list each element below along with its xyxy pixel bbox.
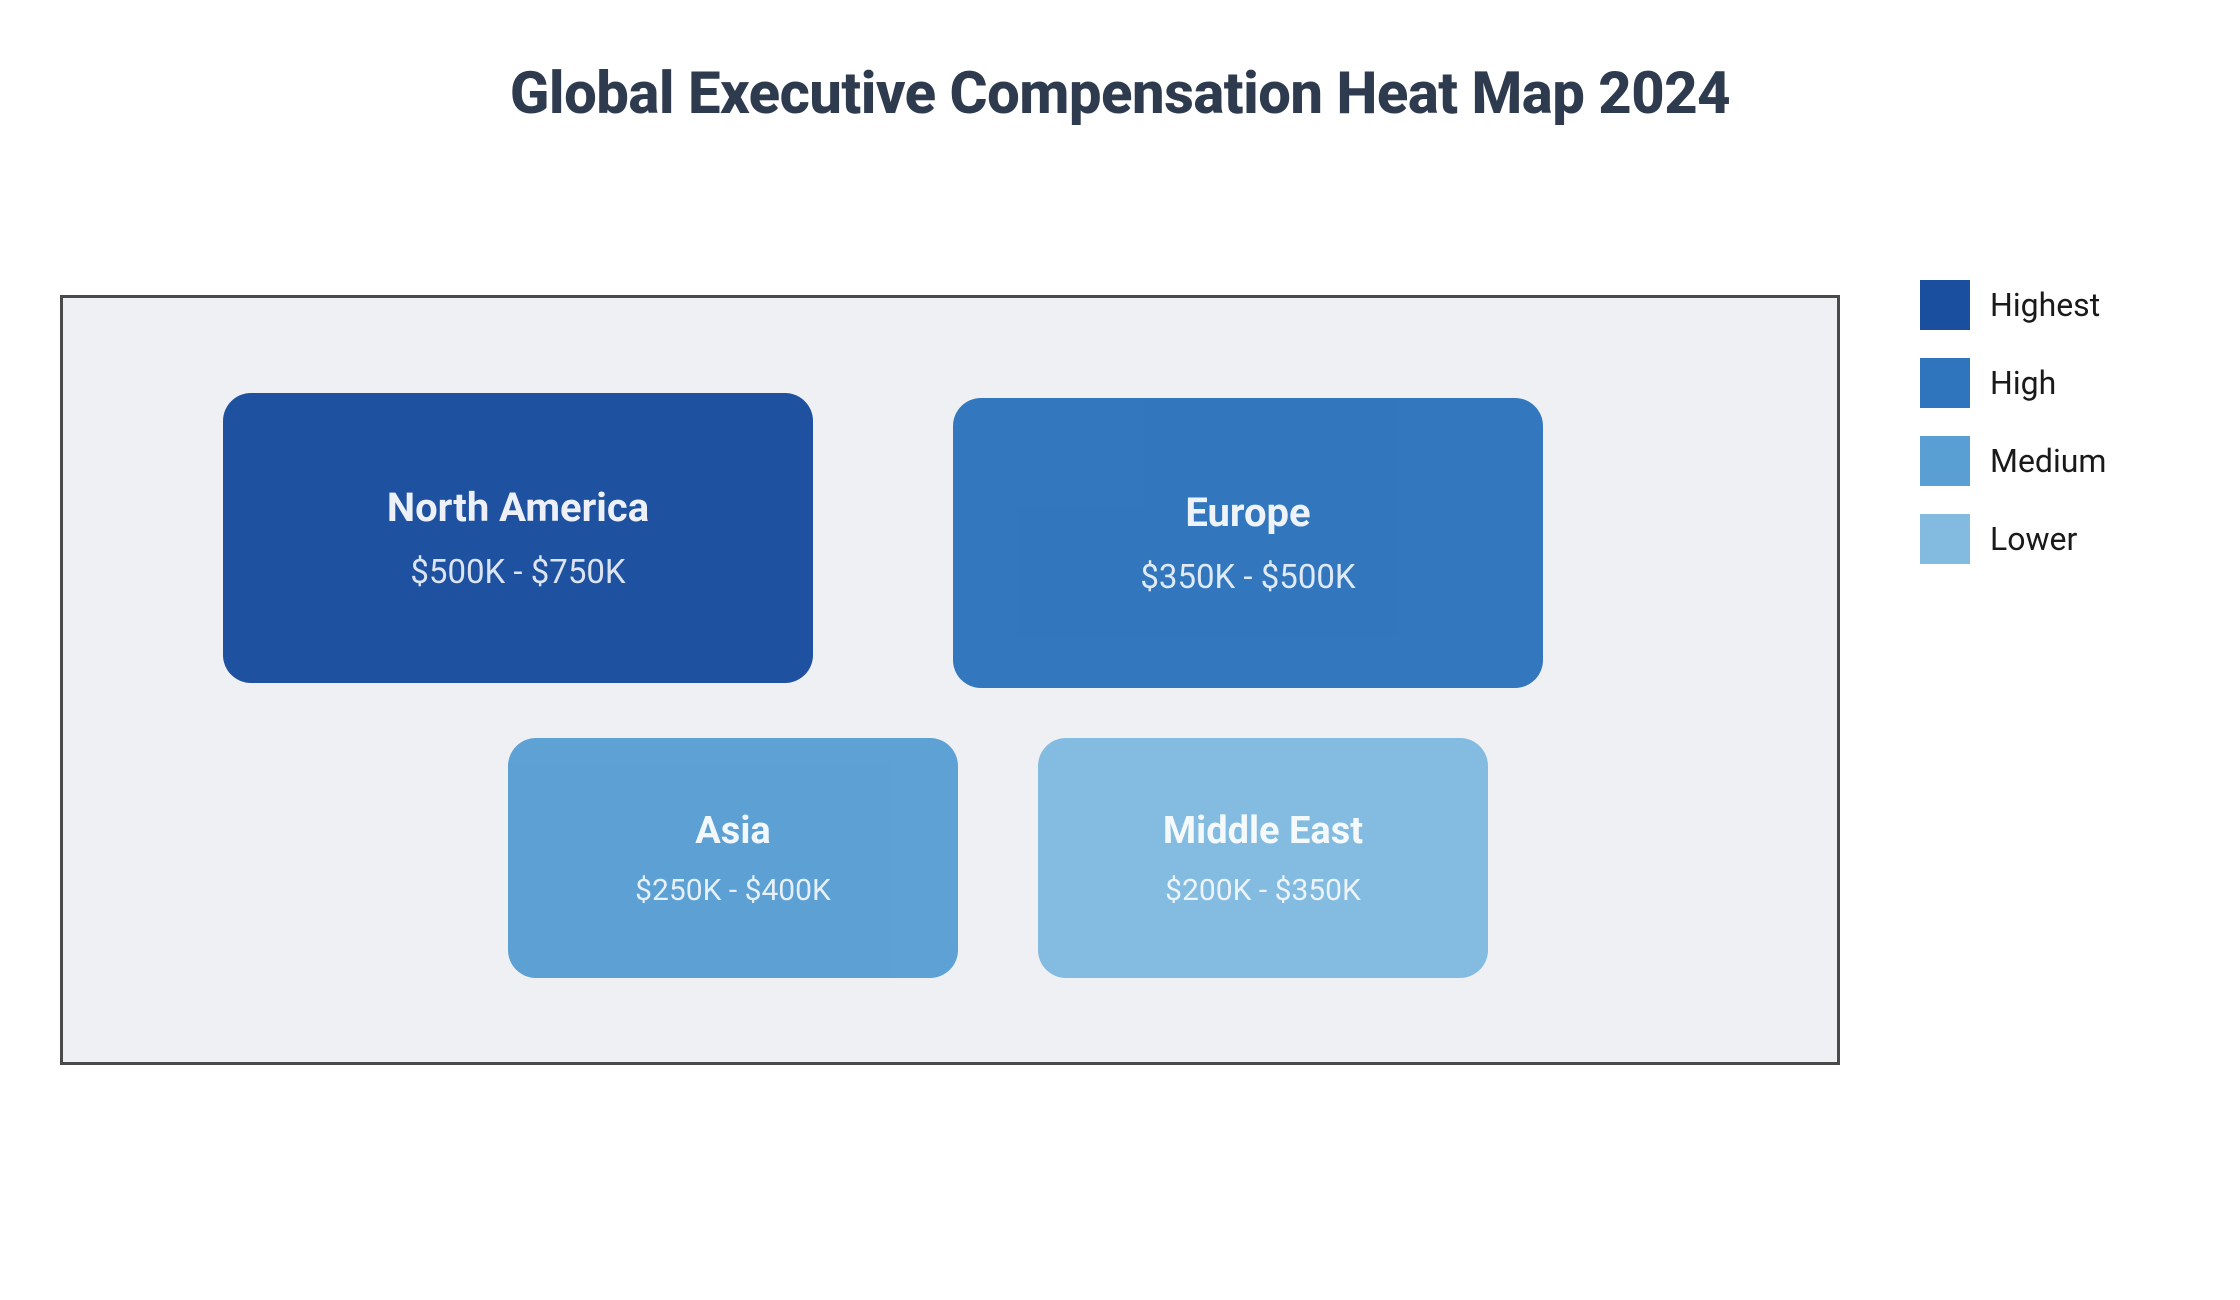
legend-swatch-medium — [1920, 436, 1970, 486]
card-europe-value: $350K - $500K — [1140, 558, 1355, 597]
legend-label-medium: Medium — [1990, 442, 2106, 480]
card-north-america: North America $500K - $750K — [223, 393, 813, 683]
heatmap-container: North America $500K - $750K Europe $350K… — [60, 295, 1840, 1065]
card-asia: Asia $250K - $400K — [508, 738, 958, 978]
card-middle-east: Middle East $200K - $350K — [1038, 738, 1488, 978]
card-north-america-value: $500K - $750K — [410, 553, 625, 592]
legend-label-lower: Lower — [1990, 520, 2077, 558]
card-asia-label: Asia — [695, 809, 770, 853]
card-north-america-label: North America — [387, 484, 649, 531]
legend-swatch-highest — [1920, 280, 1970, 330]
card-middle-east-value: $200K - $350K — [1165, 873, 1361, 908]
legend-item-high: High — [1920, 358, 2106, 408]
legend-swatch-high — [1920, 358, 1970, 408]
legend-item-lower: Lower — [1920, 514, 2106, 564]
legend-label-high: High — [1990, 364, 2056, 402]
card-middle-east-label: Middle East — [1163, 809, 1363, 853]
legend-label-highest: Highest — [1990, 286, 2100, 324]
page-title: Global Executive Compensation Heat Map 2… — [0, 0, 2240, 128]
legend: Highest High Medium Lower — [1920, 280, 2106, 564]
card-asia-value: $250K - $400K — [635, 873, 831, 908]
legend-item-medium: Medium — [1920, 436, 2106, 486]
legend-item-highest: Highest — [1920, 280, 2106, 330]
card-europe: Europe $350K - $500K — [953, 398, 1543, 688]
card-europe-label: Europe — [1185, 489, 1310, 536]
legend-swatch-lower — [1920, 514, 1970, 564]
